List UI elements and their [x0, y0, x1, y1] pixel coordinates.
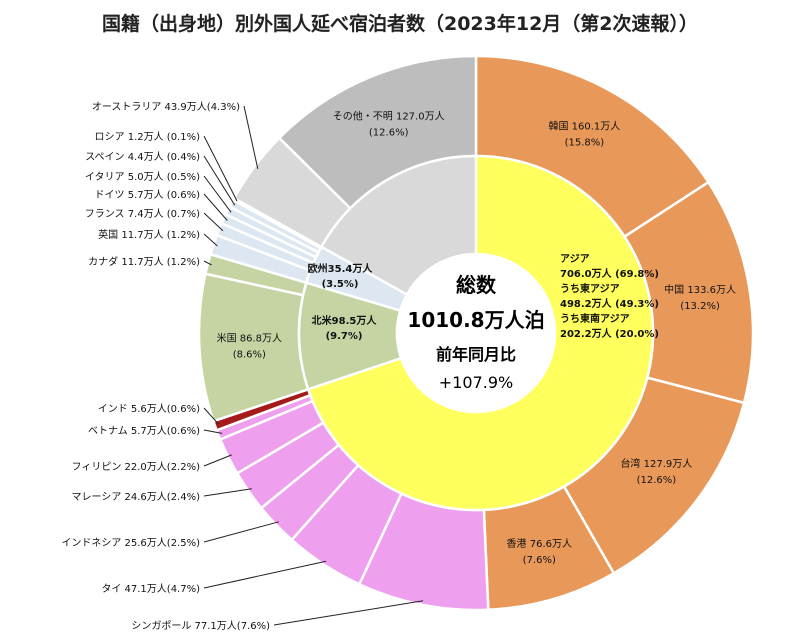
outer-label-2: 台湾 127.9万人 [620, 457, 692, 470]
inner-label-0-4: うち東南アジア [560, 312, 630, 325]
outer-label-0: 韓国 160.1万人 [548, 121, 620, 133]
inner-label-1-0: 北米98.5万人 [312, 314, 378, 327]
outer-ext-label-10: インド 5.6万人(0.6%) [98, 403, 200, 415]
leader-line-13 [203, 233, 218, 247]
leader-line-7 [203, 488, 252, 497]
center-yoy-label: 前年同月比 [436, 345, 516, 364]
outer-ext-label-9: ベトナム 5.7万人(0.6%) [88, 425, 200, 437]
inner-label-0-0: アジア [560, 253, 590, 265]
leader-line-10 [203, 407, 220, 425]
outer-ext-label-12: カナダ 11.7万人 (1.2%) [88, 255, 200, 268]
center-total-value: 1010.8万人泊 [407, 308, 544, 332]
outer-ring [197, 54, 755, 612]
leader-line-9 [203, 429, 223, 434]
inner-label-2-0: 欧州35.4万人 [308, 262, 374, 275]
leader-line-16 [203, 175, 232, 213]
inner-label-0-1: 706.0万人 (69.8%) [560, 267, 659, 280]
leader-line-15 [203, 193, 228, 221]
outer-ext-label-14: フランス 7.4万人 (0.7%) [85, 208, 200, 220]
inner-label-0-5: 202.2万人 (20.0%) [560, 327, 659, 340]
leader-line-19 [243, 105, 259, 170]
center-hole [397, 254, 555, 412]
outer-ext-label-7: マレーシア 24.6万人(2.4%) [72, 491, 201, 503]
outer-pct-2: (12.6%) [637, 475, 677, 486]
center-summary: 総数 1010.8万人泊 前年同月比 +107.9% [407, 273, 544, 392]
leader-line-18 [203, 135, 238, 202]
outer-ext-label-13: 英国 11.7万人 (1.2%) [98, 228, 200, 241]
outer-label-11: 米国 86.8万人 [217, 331, 282, 344]
inner-label-1-1: (9.7%) [326, 331, 363, 342]
leader-line-17 [203, 155, 236, 206]
outer-ext-label-15: ドイツ 5.7万人 (0.6%) [95, 189, 201, 201]
outer-ext-label-17: スペイン 4.4万人 (0.4%) [85, 151, 200, 163]
outer-label-3: 香港 76.6万人 [507, 538, 572, 550]
outer-label-20: その他・不明 127.0万人 [333, 109, 445, 122]
outer-ext-label-16: イタリア 5.0万人 (0.5%) [85, 171, 200, 183]
leader-line-8 [203, 454, 232, 467]
outer-ext-label-18: ロシア 1.2万人 (0.1%) [95, 131, 201, 143]
outer-ext-label-8: フィリピン 22.0万人(2.2%) [72, 461, 201, 473]
leader-line-5 [203, 560, 327, 589]
outer-ext-label-5: タイ 47.1万人(4.7%) [101, 583, 200, 595]
outer-pct-11: (8.6%) [233, 349, 266, 360]
outer-pct-3: (7.6%) [523, 555, 556, 566]
slice-labels: 韓国 160.1万人 (15.8%) 中国 133.6万人 (13.2%) 台湾 127… [61, 101, 736, 632]
leader-line-6 [203, 521, 279, 543]
inner-ring [297, 154, 655, 512]
outer-label-1: 中国 133.6万人 [664, 283, 736, 296]
leader-line-14 [203, 212, 224, 232]
leader-line-12 [203, 260, 212, 266]
inner-label-2-1: (3.5%) [322, 279, 359, 290]
chart-title: 国籍（出身地）別外国人延べ宿泊者数（2023年12月（第2次速報）） [102, 12, 698, 35]
outer-ext-label-19: オーストラリア 43.9万人(4.3%) [92, 101, 240, 113]
outer-ext-label-4: シンガポール 77.1万人(7.6%) [131, 620, 270, 632]
inner-label-0-3: 498.2万人 (49.3%) [560, 297, 659, 310]
outer-pct-1: (13.2%) [680, 301, 720, 312]
leader-line-4 [273, 600, 424, 626]
outer-pct-20: (12.6%) [369, 127, 409, 138]
center-yoy-value: +107.9% [439, 373, 513, 392]
outer-ext-label-6: インドネシア 25.6万人(2.5%) [61, 537, 200, 549]
center-total-label: 総数 [456, 273, 497, 297]
inner-label-0-2: うち東アジア [560, 282, 620, 295]
outer-pct-0: (15.8%) [565, 138, 605, 149]
